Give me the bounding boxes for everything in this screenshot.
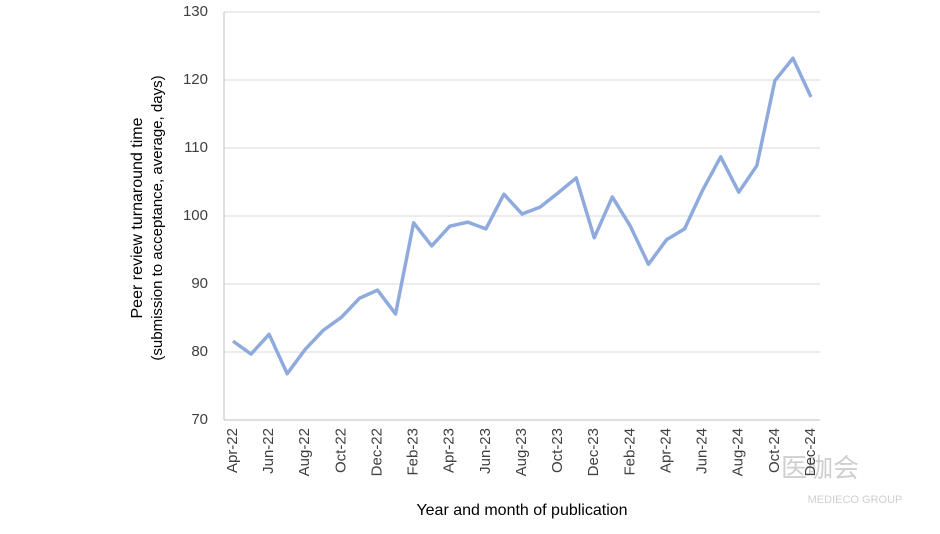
x-tick-label: Jun-22: [260, 428, 277, 474]
y-tick-label: 130: [183, 3, 208, 20]
x-tick-label: Feb-24: [621, 428, 638, 476]
y-tick-label: 110: [184, 139, 208, 156]
x-tick-label: Apr-22: [224, 428, 241, 473]
x-axis-title: Year and month of publication: [416, 502, 627, 519]
x-tick-label: Dec-24: [802, 428, 819, 476]
x-tick-label: Jun-24: [694, 428, 711, 474]
x-tick-label: Aug-22: [296, 428, 313, 476]
y-tick-label: 70: [191, 411, 208, 428]
x-tick-label: Apr-24: [657, 428, 674, 473]
x-tick-label: Aug-23: [513, 428, 530, 476]
y-tick-label: 100: [183, 207, 208, 224]
x-tick-label: Dec-22: [368, 428, 385, 476]
x-tick-label: Apr-23: [441, 428, 458, 473]
x-tick-label: Jun-23: [477, 428, 494, 474]
y-tick-label: 90: [191, 275, 208, 292]
x-tick-label: Feb-23: [405, 428, 422, 476]
watermark: 医咖会: [781, 453, 859, 483]
x-tick-label: Aug-24: [730, 428, 747, 476]
y-axis-subtitle: (submission to acceptance, average, days…: [149, 75, 166, 360]
y-axis-title: Peer review turnaround time: [129, 117, 146, 318]
data-line: [231, 56, 813, 376]
y-tick-label: 80: [191, 343, 208, 360]
watermark-sub: MEDIECO GROUP: [808, 494, 903, 506]
x-tick-label: Dec-23: [585, 428, 602, 476]
x-tick-label: Oct-22: [332, 428, 349, 473]
x-tick-label: Oct-23: [549, 428, 566, 473]
y-tick-label: 120: [183, 71, 208, 88]
x-tick-label: Oct-24: [766, 428, 783, 473]
